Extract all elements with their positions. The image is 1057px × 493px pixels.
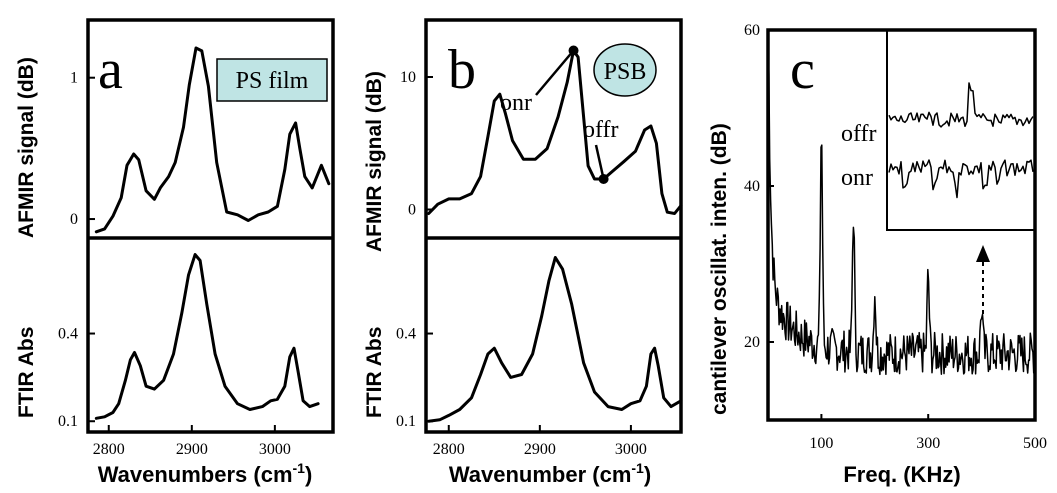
panel-c-inset-offr-trace [888,82,1034,128]
panel-a-frame [86,18,335,434]
panel-c-letter: c [790,39,815,101]
panel-b-onr-marker [568,45,579,56]
xtick-label: 2900 [176,441,208,458]
panel-b-xlabel: Wavenumber (cm-1) [449,460,651,487]
panel-a-afmir-ylabel: AFMIR signal (dB) [15,57,38,238]
xtick-label: 100 [809,435,833,452]
xtick-label: 2800 [433,441,465,458]
panel-b-ftir-ylabel: FTIR Abs [363,327,386,418]
panel-c-spectrum [767,37,1036,376]
panel-b-afmir-ylabel: AFMIR signal (dB) [363,71,386,252]
panel-c: 20 40 60 100 300 500 offr onr c cantilever o… [708,22,1047,487]
panel-a-afmir-trace [94,46,331,234]
panel-b-letter: b [448,39,476,101]
xtick-label: 500 [1023,435,1047,452]
ytick-label: 0.1 [58,413,78,430]
panel-c-ylabel: cantilever oscillat. inten. (dB) [708,123,731,415]
panel-b-frame [424,18,683,434]
panel-b-sample-label: PSB [604,59,647,85]
panel-b-offr-marker [598,174,609,185]
panel-c-arrow-head [976,245,990,262]
panel-a-top-yticks: 01 [70,70,95,228]
ytick-label: 20 [744,334,760,351]
panel-b-onr-leader [535,49,575,96]
panel-b: 0 10 0.1 0.4 2800 2900 3000 b PSB onr offr A… [363,18,683,487]
ytick-label: 1 [70,70,78,87]
ytick-label: 0.1 [396,413,416,430]
ytick-label: 0.4 [396,326,416,343]
panel-a-ftir-trace [94,253,320,420]
panel-b-top-yticks: 0 10 [400,69,433,219]
panel-b-afmir-trace [427,49,683,215]
xtick-label: 3000 [615,441,647,458]
panel-a: 01 0.10.4 2800 2900 3000 a PS film AFMIR s… [15,18,335,487]
panel-b-ftir-trace [427,256,683,423]
panel-c-inset-onr-label: onr [841,165,873,191]
panel-a-xticks: 2800 2900 3000 [93,425,291,458]
panel-b-offr-leader [594,144,605,180]
ytick-label: 0 [70,211,78,228]
panel-a-letter: a [98,39,123,101]
ytick-label: 0 [408,202,416,219]
panel-c-xticks: 100 300 500 [809,414,1047,452]
xtick-label: 2900 [524,441,556,458]
xtick-label: 2800 [93,441,125,458]
panel-a-ftir-ylabel: FTIR Abs [15,327,38,418]
panel-a-sample-label: PS film [236,68,309,94]
ytick-label: 10 [400,69,416,86]
panel-b-onr-label: onr [500,90,532,116]
panel-b-sample-ellipse [593,43,657,97]
panel-a-bottom-yticks: 0.1 0.4 [58,326,95,430]
panel-b-xticks: 2800 2900 3000 [433,425,647,458]
panel-c-xlabel: Freq. (KHz) [843,462,960,487]
ytick-label: 40 [744,178,760,195]
panel-a-sample-box [216,58,328,102]
xtick-label: 3000 [259,441,291,458]
panel-c-inset [886,29,1036,231]
ytick-label: 60 [744,22,760,39]
panel-c-inset-onr-trace [888,159,1034,199]
panel-c-frame [766,28,1037,422]
panel-a-xlabel: Wavenumbers (cm-1) [98,460,313,487]
xtick-label: 300 [916,435,940,452]
ytick-label: 0.4 [58,326,78,343]
panel-b-offr-label: offr [583,117,619,143]
panel-c-inset-offr-label: offr [841,121,877,147]
